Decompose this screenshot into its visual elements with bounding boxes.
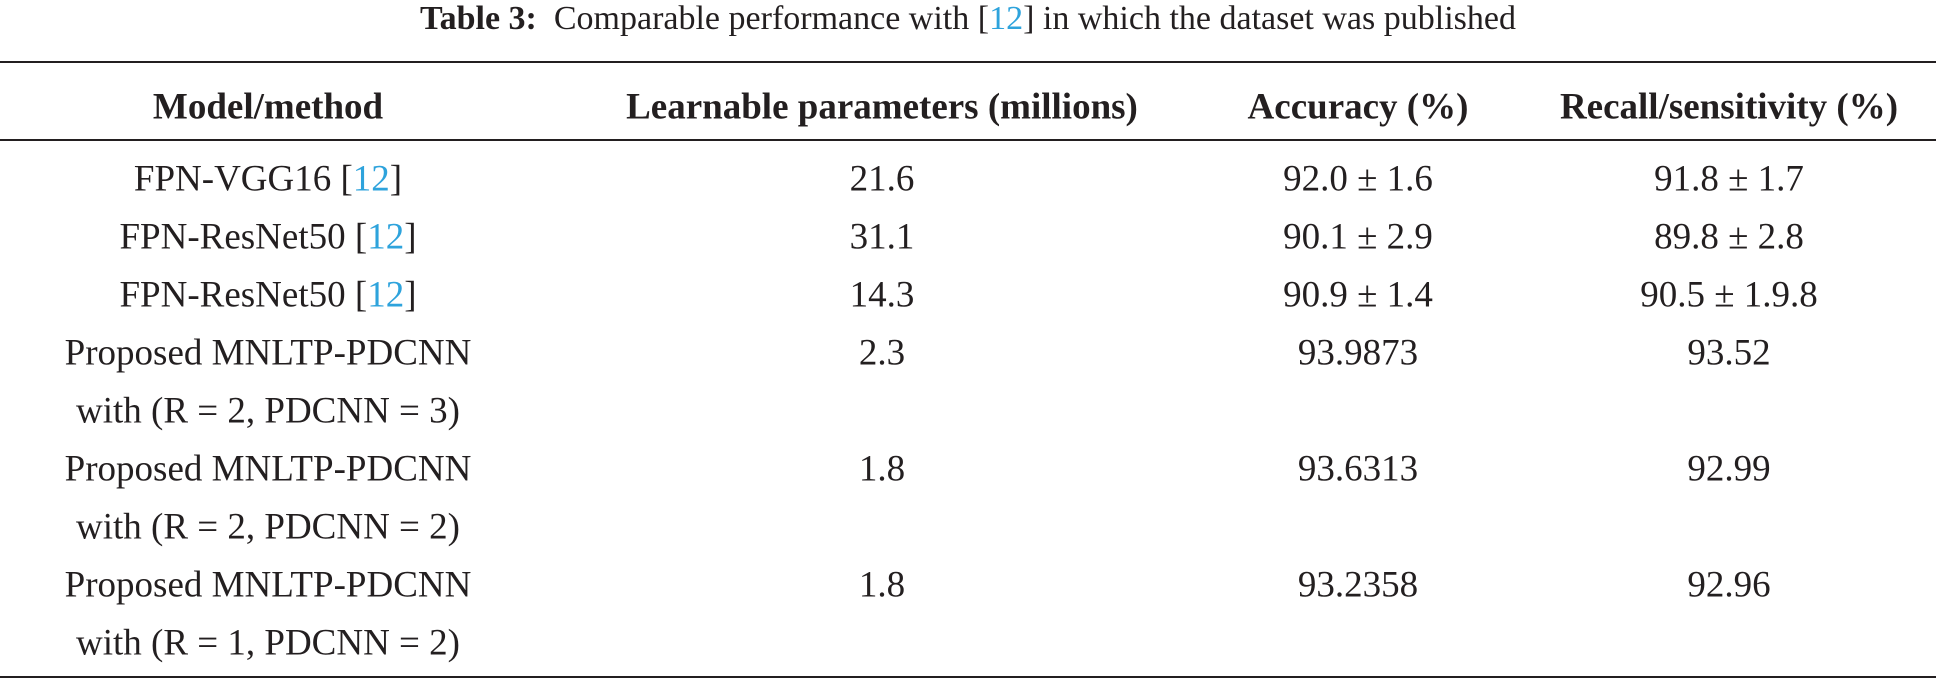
citation[interactable]: 12 (367, 274, 405, 316)
column-header: Accuracy (%) (1247, 86, 1469, 128)
accuracy-cell: 93.9873 (1297, 332, 1419, 374)
model-cell: FPN-ResNet50 [12] (119, 277, 416, 314)
column-header: Learnable parameters (millions) (626, 86, 1138, 128)
params-cell: 2.3 (858, 332, 906, 374)
model-text: ] (404, 274, 417, 316)
params-cell: 14.3 (849, 274, 915, 316)
recall-cell: 93.52 (1687, 332, 1771, 374)
column-header: Model/method (152, 86, 384, 128)
citation[interactable]: 12 (367, 216, 405, 258)
citation[interactable]: 12 (352, 158, 390, 200)
bottom-rule (0, 676, 1936, 678)
recall-cell: 89.8 ± 2.8 (1654, 216, 1804, 258)
table-caption: Table 3: Comparable performance with [12… (420, 0, 1516, 38)
caption-label: Table 3: (420, 0, 537, 37)
params-cell: 31.1 (849, 216, 915, 258)
model-text: ] (389, 158, 403, 200)
caption-text: Comparable performance with [ (553, 0, 990, 37)
model-text: with (R = 1, PDCNN = 2) (75, 622, 461, 664)
header-rule (0, 139, 1936, 141)
model-text: Proposed MNLTP-PDCNN (64, 448, 472, 490)
accuracy-cell: 90.9 ± 1.4 (1283, 274, 1433, 316)
model-cell: with (R = 2, PDCNN = 3) (76, 393, 460, 430)
caption-text: ] in which the dataset was published (1023, 0, 1516, 37)
accuracy-cell: 92.0 ± 1.6 (1283, 158, 1433, 200)
model-text: with (R = 2, PDCNN = 3) (75, 390, 461, 432)
model-text: Proposed MNLTP-PDCNN (64, 332, 472, 374)
recall-cell: 90.5 ± 1.9.8 (1640, 274, 1818, 316)
model-cell: Proposed MNLTP-PDCNN (65, 567, 472, 604)
accuracy-cell: 93.6313 (1297, 448, 1419, 490)
column-header: Recall/sensitivity (%) (1559, 86, 1899, 128)
model-text: ] (404, 216, 417, 258)
citation[interactable]: 12 (989, 0, 1024, 37)
model-cell: FPN-ResNet50 [12] (119, 219, 416, 256)
accuracy-cell: 90.1 ± 2.9 (1283, 216, 1433, 258)
params-cell: 1.8 (858, 564, 906, 606)
model-cell: Proposed MNLTP-PDCNN (65, 451, 472, 488)
model-cell: with (R = 1, PDCNN = 2) (76, 625, 460, 662)
recall-cell: 92.96 (1687, 564, 1771, 606)
recall-cell: 91.8 ± 1.7 (1654, 158, 1804, 200)
accuracy-cell: 93.2358 (1297, 564, 1419, 606)
model-cell: with (R = 2, PDCNN = 2) (76, 509, 460, 546)
params-cell: 21.6 (849, 158, 915, 200)
model-text: Proposed MNLTP-PDCNN (64, 564, 472, 606)
model-text: FPN-ResNet50 [ (119, 274, 368, 316)
top-rule (0, 61, 1936, 63)
model-text: FPN-VGG16 [ (133, 158, 353, 200)
params-cell: 1.8 (858, 448, 906, 490)
model-cell: Proposed MNLTP-PDCNN (65, 335, 472, 372)
recall-cell: 92.99 (1687, 448, 1771, 490)
model-text: FPN-ResNet50 [ (119, 216, 368, 258)
model-cell: FPN-VGG16 [12] (134, 161, 402, 198)
model-text: with (R = 2, PDCNN = 2) (75, 506, 461, 548)
